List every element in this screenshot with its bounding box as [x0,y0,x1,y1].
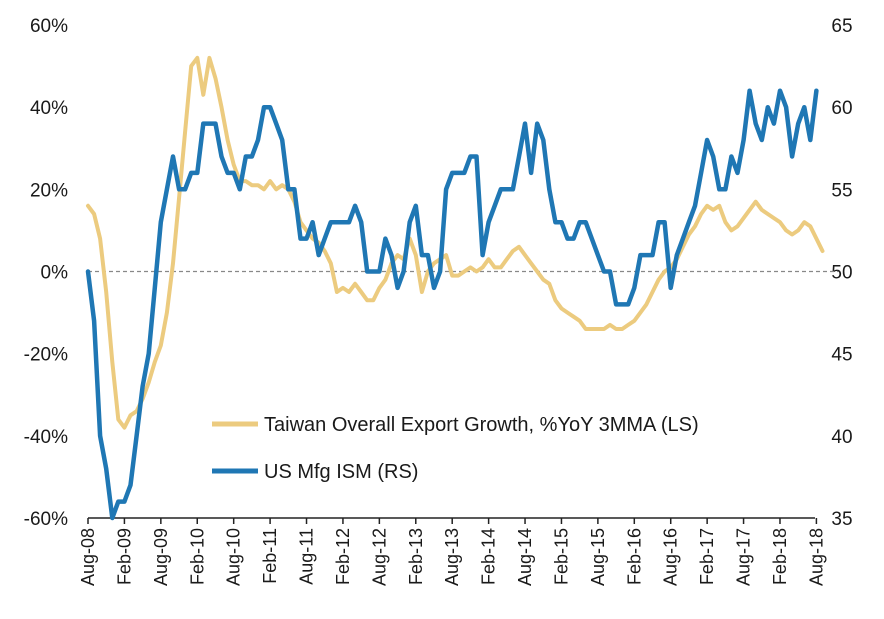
x-tick-label: Aug-10 [224,528,244,586]
legend-label-taiwan: Taiwan Overall Export Growth, %YoY 3MMA … [264,414,699,436]
x-tick-label: Feb-18 [770,528,790,585]
x-tick-label: Aug-12 [369,528,389,586]
right-y-axis: 65 60 55 50 45 40 35 [831,16,852,530]
series-lines [85,55,825,521]
left-y-tick-label: 40% [30,98,68,119]
x-tick-label: Aug-17 [734,528,754,586]
right-y-tick-label: 35 [831,509,852,530]
right-y-tick-label: 55 [831,180,852,201]
left-y-tick-label: -40% [24,427,68,448]
left-y-tick-label: -60% [24,509,68,530]
x-tick-label: Feb-09 [114,528,134,585]
left-y-tick-label: 20% [30,180,68,201]
x-tick-label: Feb-16 [624,528,644,585]
x-tick-label: Aug-08 [78,528,98,586]
x-tick-label: Feb-17 [697,528,717,585]
right-y-tick-label: 45 [831,345,852,366]
x-tick-label: Feb-14 [479,528,499,585]
x-tick-label: Feb-15 [551,528,571,585]
x-tick-label: Aug-18 [806,528,826,586]
x-tick-label: Feb-12 [333,528,353,585]
x-tick-label: Aug-13 [442,528,462,586]
right-y-tick-label: 60 [831,98,852,119]
x-tick-label: Aug-14 [515,528,535,586]
right-y-tick-label: 65 [831,16,852,37]
legend: Taiwan Overall Export Growth, %YoY 3MMA … [212,414,699,483]
left-y-tick-label: 60% [30,16,68,37]
series-line-ism [85,88,819,521]
right-y-tick-label: 50 [831,263,852,284]
left-y-tick-label: 0% [41,263,69,284]
x-tick-label: Aug-15 [588,528,608,586]
series-line-taiwan [86,55,825,430]
legend-label-ism: US Mfg ISM (RS) [264,461,418,483]
x-tick-label: Aug-11 [297,528,317,585]
x-tick-label: Aug-16 [661,528,681,586]
x-tick-label: Aug-09 [151,528,171,586]
left-y-axis: 60% 40% 20% 0% -20% -40% -60% [24,16,68,530]
left-y-tick-label: -20% [24,345,68,366]
x-tick-label: Feb-11 [260,528,280,584]
x-axis: Aug-08 Feb-09 Aug-09 Feb-10 Aug-10 Feb-11 Aug-… [78,518,826,586]
right-y-tick-label: 40 [831,427,852,448]
x-tick-label: Feb-13 [406,528,426,585]
x-tick-label: Feb-10 [187,528,207,585]
